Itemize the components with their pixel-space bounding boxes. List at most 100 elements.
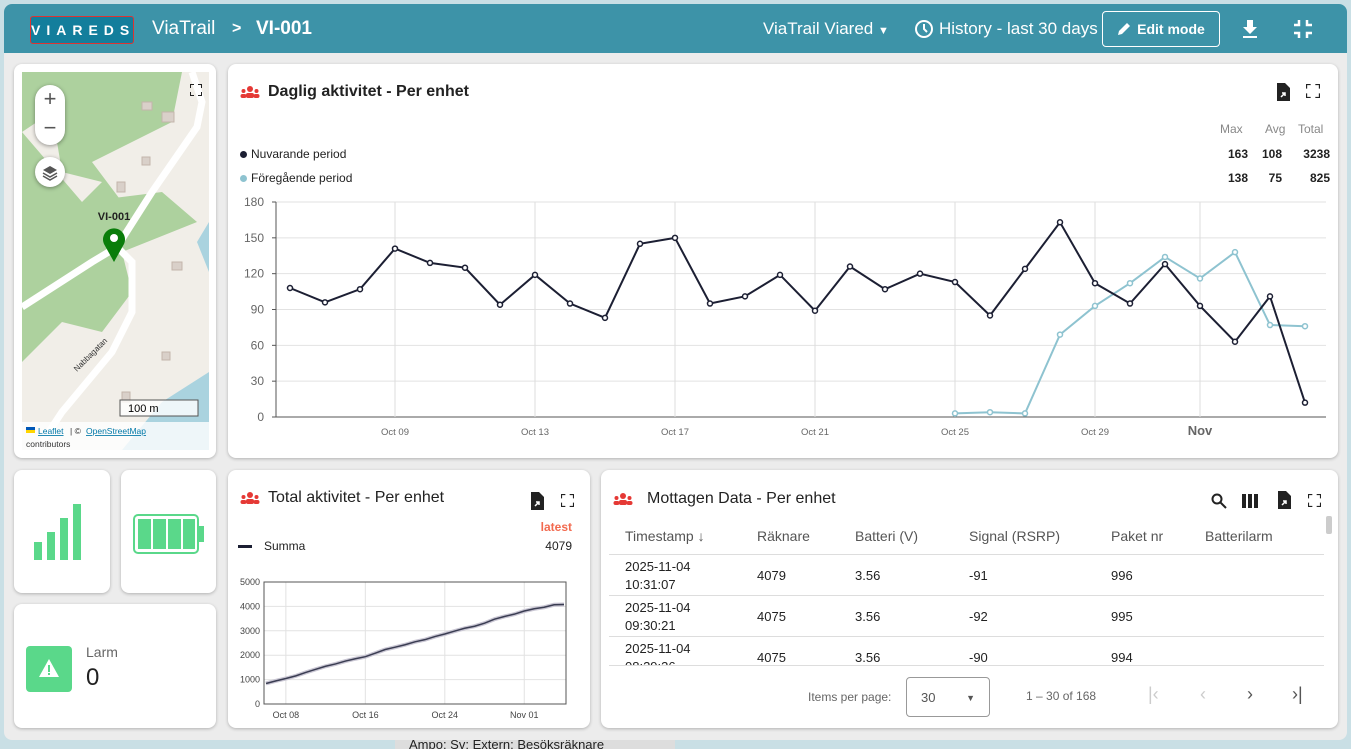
data-point <box>951 278 959 286</box>
group-icon <box>240 492 260 504</box>
layers-button[interactable] <box>35 157 65 187</box>
zoom-out-button[interactable]: − <box>43 115 57 140</box>
history-button[interactable]: History - last 30 days <box>914 19 1098 39</box>
data-point <box>531 271 539 279</box>
data-point <box>1301 322 1309 330</box>
cell-time: 08:29:36 <box>625 659 676 665</box>
stat-header-avg: Avg <box>1265 122 1286 136</box>
breadcrumb-root[interactable]: ViaTrail <box>152 18 216 39</box>
data-point <box>1231 338 1239 345</box>
total-chart[interactable]: 0 1000 2000 3000 4000 5000 Oct 08 Oct 16 Oct 24 N… <box>228 470 590 728</box>
org-select[interactable]: ViaTrail Viared ▼ <box>763 19 889 39</box>
col-battery[interactable]: Batteri (V) <box>855 528 919 544</box>
data-point <box>1056 219 1064 226</box>
y-tick-label: 180 <box>244 195 264 209</box>
x-tick-label: Oct 09 <box>381 427 409 438</box>
data-point <box>286 284 294 292</box>
legend-name: Summa <box>264 539 306 553</box>
legend-name: Föregående period <box>251 171 353 185</box>
table-row[interactable]: 2025-11-04 10:31:07 4079 3.56 -91 996 <box>609 555 1324 596</box>
latest-label: latest <box>540 520 572 534</box>
data-point <box>1266 321 1274 329</box>
table-row[interactable]: 2025-11-04 09:30:21 4075 3.56 -92 995 <box>609 596 1324 637</box>
data-point <box>986 312 994 319</box>
legend-name: Nuvarande period <box>251 147 347 161</box>
exit-fullscreen-icon[interactable] <box>1294 20 1312 38</box>
data-point <box>1301 399 1309 406</box>
cell-count: 4075 <box>757 650 786 665</box>
osm-link[interactable]: OpenStreetMap <box>86 426 146 436</box>
cell-count: 4079 <box>757 568 786 583</box>
data-point <box>881 285 889 293</box>
cell-signal: -91 <box>969 568 988 583</box>
columns-icon[interactable] <box>1242 494 1258 508</box>
download-icon[interactable] <box>1241 19 1259 39</box>
legend-summa[interactable]: Summa 4079 <box>238 539 572 553</box>
data-point <box>1021 410 1029 417</box>
series-line <box>289 220 1306 403</box>
stat-header-max: Max <box>1220 122 1243 136</box>
export-file-icon[interactable] <box>1275 491 1293 509</box>
x-tick-label: Nov 01 <box>510 710 539 720</box>
edit-mode-button[interactable]: Edit mode <box>1102 11 1220 47</box>
table-body: 2025-11-04 10:31:07 4079 3.56 -91 996 2025-11-… <box>601 555 1338 665</box>
data-point <box>916 270 924 277</box>
cell-time: 09:30:21 <box>625 618 676 633</box>
app-window: VIAREDS ViaTrail > VI-001 ViaTrail Viare… <box>4 4 1347 740</box>
legend-dot <box>240 175 247 182</box>
y-tick-label: 120 <box>244 267 264 281</box>
items-per-page-select[interactable]: 30 ▼ <box>906 677 990 717</box>
pagination-range: 1 – 30 of 168 <box>1026 689 1097 703</box>
received-data-card: Mottagen Data - Per enhet Timestamp ↓ Rä… <box>601 470 1338 728</box>
x-tick-label: Oct 21 <box>801 427 829 438</box>
location-marker-icon[interactable] <box>103 228 125 262</box>
search-icon[interactable] <box>1211 493 1227 509</box>
map-view[interactable]: Nabbagatan VI-001 100 m Leaflet | © Open… <box>22 72 209 450</box>
table-scrollbar[interactable] <box>1326 516 1332 534</box>
export-file-icon[interactable] <box>528 492 546 510</box>
cell-packet: 996 <box>1111 568 1133 583</box>
col-battery-alarm[interactable]: Batterilarm <box>1205 528 1273 544</box>
cell-date: 2025-11-04 <box>625 641 691 656</box>
items-per-page-value: 30 <box>921 690 936 705</box>
fullscreen-icon[interactable] <box>1308 494 1321 507</box>
col-signal[interactable]: Signal (RSRP) <box>969 528 1061 544</box>
viareds-logo[interactable]: VIAREDS <box>30 16 134 44</box>
cell-packet: 994 <box>1111 650 1133 665</box>
next-page-button[interactable]: › <box>1247 684 1253 704</box>
stat-max: 163 <box>1227 147 1248 161</box>
group-icon <box>613 493 633 505</box>
alarm-card: Larm 0 <box>14 604 216 728</box>
y-tick-label: 90 <box>251 303 265 317</box>
daily-chart[interactable]: 0 30 60 90 120 150 180 Oct 09 Oct 13 Oct 17 Oct 21… <box>228 64 1338 458</box>
col-packet[interactable]: Paket nr <box>1111 528 1164 544</box>
data-point <box>1196 275 1204 282</box>
col-counter[interactable]: Räknare <box>757 528 810 544</box>
legend-current[interactable]: Nuvarande period 163 108 3238 <box>240 147 1330 161</box>
table-row[interactable]: 2025-11-04 08:29:36 4075 3.56 -90 994 <box>609 637 1324 665</box>
x-tick-label: Oct 16 <box>352 710 379 720</box>
data-point <box>776 271 784 279</box>
zoom-in-button[interactable]: + <box>43 86 57 111</box>
data-point <box>1056 331 1064 338</box>
attrib-separator: | © <box>70 426 82 436</box>
signal-strength-icon <box>34 504 81 560</box>
legend-previous[interactable]: Föregående period 138 75 825 <box>240 171 1330 185</box>
data-point <box>741 293 749 300</box>
first-page-button[interactable]: |‹ <box>1148 684 1159 704</box>
col-label: Timestamp <box>625 528 694 544</box>
previous-page-button[interactable]: ‹ <box>1200 684 1206 704</box>
legend-dot <box>240 151 247 158</box>
y-tick-label: 2000 <box>240 650 260 660</box>
legend-line <box>238 545 252 549</box>
last-page-button[interactable]: ›| <box>1292 684 1303 704</box>
data-point <box>1161 253 1169 261</box>
export-file-icon[interactable] <box>1274 83 1292 101</box>
data-point <box>426 259 434 267</box>
series-line <box>954 250 1306 415</box>
map-fullscreen-icon[interactable] <box>190 84 202 96</box>
breadcrumb-separator: > <box>232 20 242 37</box>
leaflet-link[interactable]: Leaflet <box>38 426 64 436</box>
col-timestamp[interactable]: Timestamp ↓ <box>625 528 705 544</box>
data-point <box>1126 300 1134 307</box>
